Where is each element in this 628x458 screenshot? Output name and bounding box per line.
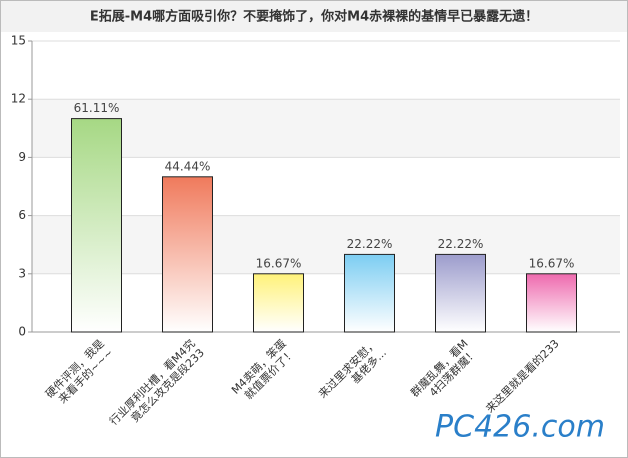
value-label: 44.44%: [165, 159, 211, 173]
value-label: 22.22%: [347, 237, 393, 251]
y-tick-label: 12: [11, 92, 26, 106]
grid-band: [32, 99, 620, 158]
y-tick-label: 3: [18, 266, 26, 280]
value-label: 16.67%: [529, 256, 575, 270]
value-label: 16.67%: [256, 256, 302, 270]
watermark: PC426.com: [435, 410, 605, 445]
y-tick-label: 15: [11, 34, 26, 48]
bar: [344, 253, 395, 333]
value-label: 61.11%: [74, 101, 120, 115]
grid-band: [32, 215, 620, 274]
title-bar: [1, 1, 627, 32]
bar: [253, 273, 304, 333]
y-tick-label: 6: [18, 208, 26, 222]
bar: [162, 176, 213, 333]
bar: [435, 253, 486, 333]
bar: [71, 118, 122, 333]
chart-title: E拓展-M4哪方面吸引你？不要掩饰了，你对M4赤裸裸的基情早已暴露无遗！: [90, 9, 538, 25]
bar: [526, 273, 577, 333]
y-tick-label: 9: [18, 150, 26, 164]
y-tick-label: 0: [18, 325, 26, 339]
value-label: 22.22%: [438, 237, 484, 251]
